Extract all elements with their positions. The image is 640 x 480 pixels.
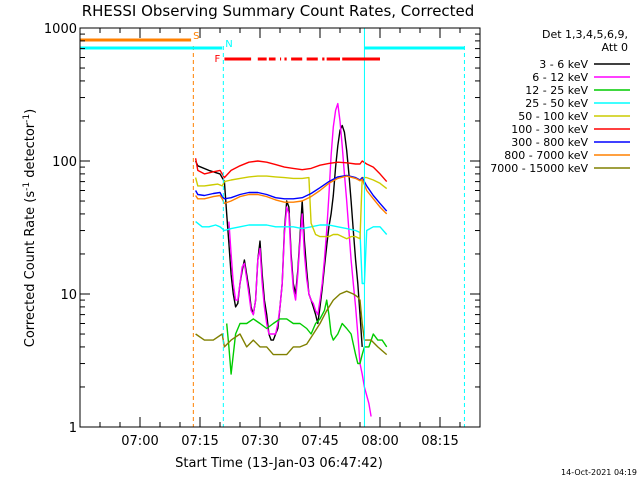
chart-title: RHESSI Observing Summary Count Rates, Co… <box>82 2 475 20</box>
legend-header-line1: Det 1,3,4,5,6,9, <box>542 28 628 41</box>
y-axis-label: Corrected Count Rate (s-1 detector-1) <box>22 109 38 347</box>
legend-label-0: 3 - 6 keV <box>539 58 588 71</box>
x-tick-label: 07:15 <box>181 434 218 449</box>
legend-label-8: 7000 - 15000 keV <box>490 162 588 175</box>
legend-label-5: 100 - 300 keV <box>511 123 588 136</box>
y-tick-label: 10 <box>60 288 77 303</box>
y-tick-label: 1000 <box>44 22 77 37</box>
legend-label-1: 6 - 12 keV <box>532 71 588 84</box>
x-axis: 07:00 07:15 07:30 07:45 08:00 08:15 <box>99 28 481 449</box>
x-tick-label: 08:15 <box>421 434 458 449</box>
legend-label-3: 25 - 50 keV <box>525 97 588 110</box>
x-axis-label: Start Time (13-Jan-03 06:47:42) <box>175 456 383 471</box>
y-axis-label-mid: detector <box>23 122 38 182</box>
state-flags: S NF <box>80 28 465 427</box>
series-line-6 <box>194 174 388 212</box>
legend-header-line2: Att 0 <box>602 41 628 54</box>
series-line-1 <box>228 102 372 417</box>
legend-label-7: 800 - 7000 keV <box>504 149 588 162</box>
y-tick-label: 100 <box>52 155 77 170</box>
legend-label-2: 12 - 25 keV <box>525 84 588 97</box>
series-line-8 <box>195 290 388 356</box>
x-tick-label: 08:00 <box>361 434 398 449</box>
generation-timestamp: 14-Oct-2021 04:19 <box>561 468 637 477</box>
x-tick-label: 07:00 <box>121 434 158 449</box>
y-axis: 1 10 100 1000 <box>44 22 480 436</box>
y-axis-label-sup1: -1 <box>22 182 32 191</box>
series-line-4 <box>194 175 388 240</box>
y-axis-label-sup2: -1 <box>22 114 32 123</box>
x-tick-label: 07:45 <box>301 434 338 449</box>
x-tick-label: 07:30 <box>241 434 278 449</box>
y-axis-label-main: Corrected Count Rate (s <box>23 191 38 348</box>
series-line-5 <box>194 158 388 183</box>
flag-label-F: F <box>214 54 220 65</box>
series-line-3 <box>195 221 388 285</box>
flag-label-N: N <box>225 39 232 50</box>
legend-label-6: 300 - 800 keV <box>511 136 588 149</box>
series-line-2 <box>226 299 388 375</box>
series-lines <box>194 102 388 417</box>
legend-label-4: 50 - 100 keV <box>518 110 588 123</box>
flag-label-S: S <box>193 31 199 42</box>
y-tick-label: 1 <box>69 421 77 436</box>
series-line-7 <box>195 175 388 215</box>
y-axis-label-end: ) <box>23 109 38 114</box>
